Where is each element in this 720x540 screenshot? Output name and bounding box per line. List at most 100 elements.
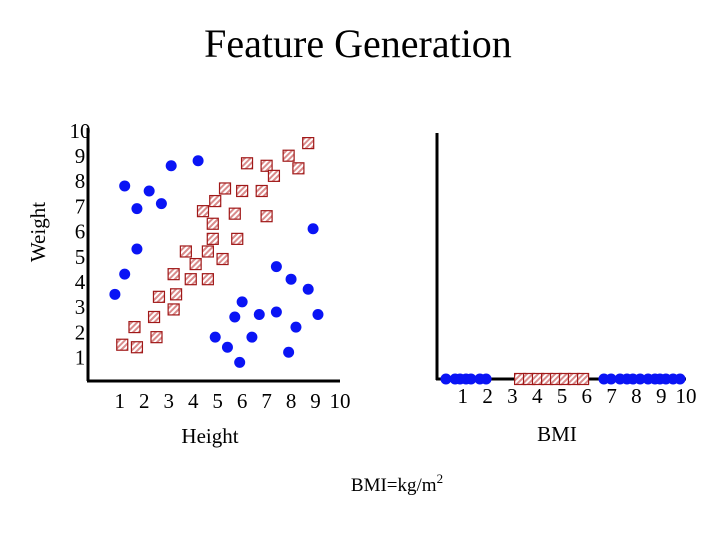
point	[152, 290, 166, 303]
point	[576, 372, 590, 386]
point	[179, 245, 192, 258]
point	[231, 232, 244, 245]
point	[147, 310, 161, 324]
point	[184, 273, 197, 286]
point	[255, 184, 268, 198]
x-tick-label: 7	[261, 389, 272, 413]
point	[236, 184, 249, 198]
x-tick-label: 4	[188, 389, 199, 413]
point	[143, 185, 155, 197]
x-tick-label: 2	[482, 384, 493, 408]
point	[302, 137, 315, 150]
point	[480, 373, 492, 385]
point	[189, 257, 202, 271]
point	[169, 288, 183, 301]
point	[201, 245, 214, 258]
point	[216, 252, 229, 266]
point	[229, 311, 241, 323]
point	[155, 198, 167, 210]
formula-base: BMI=kg/m	[351, 475, 437, 496]
x-tick-label: 9	[656, 384, 667, 408]
x-tick-label: 1	[458, 384, 469, 408]
point	[234, 356, 246, 368]
point	[260, 159, 273, 172]
point	[283, 346, 295, 358]
y-axis-label: Weight	[26, 202, 50, 262]
point	[270, 261, 282, 273]
point	[236, 296, 248, 308]
y-tick-label: 3	[75, 295, 86, 319]
x-tick-label: 10	[330, 389, 351, 413]
point	[167, 303, 180, 316]
point	[228, 207, 241, 220]
point	[440, 373, 452, 385]
y-tick-label: 7	[75, 194, 86, 218]
point	[634, 373, 646, 385]
point	[165, 160, 177, 172]
y-tick-label: 5	[75, 245, 86, 269]
point	[674, 373, 686, 385]
y-tick-label: 2	[75, 320, 86, 344]
point	[292, 162, 305, 175]
x-axis-label: BMI	[537, 422, 577, 446]
x-axis-label: Height	[181, 424, 238, 448]
y-tick-label: 8	[75, 169, 86, 193]
x-tick-label: 10	[676, 384, 697, 408]
point	[209, 194, 222, 208]
point	[253, 308, 265, 320]
point	[267, 169, 281, 182]
point	[150, 331, 163, 344]
point	[290, 321, 302, 333]
formula: BMI=kg/m2	[351, 471, 443, 496]
point	[119, 268, 131, 280]
point	[605, 373, 617, 385]
y-tick-label: 10	[70, 119, 91, 143]
point	[302, 283, 314, 295]
point	[209, 331, 221, 343]
x-tick-label: 7	[606, 384, 617, 408]
x-tick-label: 5	[212, 389, 223, 413]
point	[218, 182, 232, 195]
point	[167, 268, 180, 281]
x-tick-label: 6	[582, 384, 593, 408]
point	[282, 149, 295, 162]
x-tick-label: 4	[532, 384, 543, 408]
x-tick-label: 6	[237, 389, 248, 413]
point	[240, 157, 254, 170]
point	[312, 308, 324, 320]
point	[206, 232, 219, 245]
point	[128, 320, 141, 334]
point	[465, 373, 477, 385]
point	[119, 180, 131, 192]
point	[130, 341, 144, 354]
point	[206, 217, 219, 230]
x-tick-label: 5	[557, 384, 568, 408]
x-tick-label: 8	[286, 389, 297, 413]
formula-exponent: 2	[437, 471, 444, 486]
slide-title: Feature Generation	[204, 21, 512, 66]
x-tick-label: 8	[631, 384, 642, 408]
point	[221, 341, 233, 353]
point	[109, 288, 121, 300]
x-tick-label: 3	[163, 389, 174, 413]
point	[131, 243, 143, 255]
point	[131, 203, 143, 215]
point	[116, 338, 129, 351]
point	[307, 223, 319, 235]
x-tick-label: 2	[139, 389, 150, 413]
y-tick-label: 4	[75, 270, 86, 294]
point	[260, 210, 273, 223]
y-tick-label: 9	[75, 144, 86, 168]
point	[192, 155, 204, 167]
point	[270, 306, 282, 318]
x-tick-label: 9	[310, 389, 321, 413]
point	[196, 205, 210, 218]
point	[246, 331, 258, 343]
point	[201, 273, 214, 286]
y-tick-label: 1	[75, 346, 86, 370]
x-tick-label: 1	[115, 389, 126, 413]
x-tick-label: 3	[507, 384, 518, 408]
point	[285, 273, 297, 285]
y-tick-label: 6	[75, 220, 86, 244]
